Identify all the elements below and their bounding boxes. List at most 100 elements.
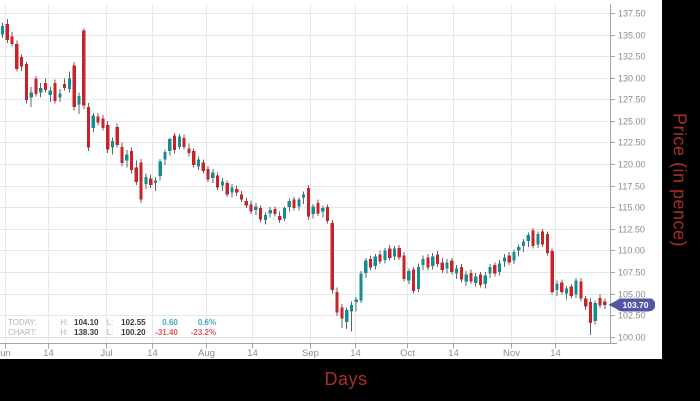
candle-body bbox=[464, 274, 468, 282]
candle-body bbox=[541, 231, 545, 245]
candle-body bbox=[282, 208, 287, 219]
candle-body bbox=[67, 78, 72, 89]
y-tick-label: 125.00 bbox=[618, 117, 646, 127]
candle-body bbox=[545, 233, 550, 253]
candle-body bbox=[349, 304, 354, 312]
candlestick-chart: 137.50 135.00 132.50 130.00 127.50 125.00 122.… bbox=[0, 4, 655, 359]
y-tick-label: 117.50 bbox=[618, 182, 645, 192]
y-tick-label: 122.50 bbox=[618, 138, 646, 148]
candle-body bbox=[584, 298, 588, 307]
candle-body bbox=[330, 222, 334, 291]
candle-body bbox=[211, 172, 215, 178]
candle-body bbox=[278, 215, 282, 221]
candle-body bbox=[526, 234, 530, 241]
candle-body bbox=[354, 299, 358, 303]
candle-body bbox=[402, 255, 406, 279]
candle-body bbox=[192, 151, 196, 165]
candle-body bbox=[96, 116, 100, 123]
candle-body bbox=[10, 36, 14, 45]
candle-body bbox=[316, 202, 320, 214]
x-tick-label: Jul bbox=[100, 348, 112, 359]
candle-body bbox=[455, 268, 459, 274]
candle-body bbox=[58, 93, 62, 98]
candle-body bbox=[110, 140, 115, 148]
candle-body bbox=[378, 254, 382, 262]
candle-body bbox=[440, 262, 444, 271]
last-price-arrow-icon bbox=[608, 299, 618, 310]
x-tick-label: Oct bbox=[400, 348, 415, 359]
x-axis-title: Days bbox=[324, 369, 368, 389]
y-tick-label: 102.50 bbox=[618, 311, 646, 321]
candle-body bbox=[593, 303, 597, 322]
today-change-value: 0.60 bbox=[162, 318, 178, 327]
candle-body bbox=[149, 178, 153, 185]
candle-body bbox=[39, 88, 43, 93]
high-label: H: bbox=[60, 327, 69, 337]
y-tick-label: 110.00 bbox=[618, 246, 645, 256]
chart-high-value: 138.30 bbox=[74, 327, 99, 337]
candle-body bbox=[383, 250, 387, 260]
y-tick-label: 105.00 bbox=[618, 290, 646, 300]
legend-row-label: TODAY: bbox=[8, 318, 37, 327]
candle-body bbox=[134, 167, 138, 183]
candle-body bbox=[488, 266, 492, 274]
candle-body bbox=[603, 301, 607, 305]
candle-body bbox=[569, 286, 573, 297]
candle-body bbox=[5, 24, 9, 40]
candle-body bbox=[125, 154, 129, 161]
y-tick-label: 135.00 bbox=[618, 31, 646, 41]
candle-body bbox=[521, 241, 526, 247]
candle-body bbox=[86, 107, 91, 148]
x-tick-label: 14 bbox=[43, 348, 54, 359]
candle-body bbox=[77, 95, 81, 105]
candle-body bbox=[450, 260, 454, 272]
candle-body bbox=[239, 194, 244, 200]
x-tick-label: Aug bbox=[198, 348, 215, 359]
low-label: L: bbox=[106, 327, 114, 337]
candle-body bbox=[158, 161, 162, 177]
candle-body bbox=[345, 309, 349, 323]
candle-body bbox=[564, 288, 569, 294]
y-tick-label: 100.00 bbox=[618, 333, 646, 343]
candle-body bbox=[407, 271, 411, 281]
candle-body bbox=[588, 302, 593, 323]
candle-body bbox=[517, 246, 521, 251]
chart-change-value: -31.40 bbox=[155, 327, 178, 337]
candle-body bbox=[321, 208, 325, 212]
y-tick-label: 107.50 bbox=[618, 268, 646, 278]
y-tick-label: 137.50 bbox=[618, 9, 646, 19]
x-tick-label: 14 bbox=[247, 348, 258, 359]
candle-body bbox=[416, 266, 420, 290]
candle-body bbox=[144, 177, 148, 184]
x-tick-label: 14 bbox=[147, 348, 158, 359]
candle-body bbox=[474, 276, 478, 284]
y-tick-label: 112.50 bbox=[618, 225, 645, 235]
candle-body bbox=[29, 92, 33, 98]
chart-change-percent: -23.2% bbox=[190, 327, 217, 337]
candle-body bbox=[368, 259, 373, 268]
candle-body bbox=[459, 266, 463, 280]
candle-body bbox=[297, 199, 301, 207]
candle-body bbox=[426, 257, 430, 268]
candle-body bbox=[15, 44, 19, 70]
candle-body bbox=[311, 206, 315, 215]
candle-body bbox=[168, 139, 172, 152]
candle-body bbox=[254, 206, 258, 210]
today-high-value: 104.10 bbox=[74, 318, 99, 327]
x-tick-label: Sep bbox=[302, 348, 319, 359]
today-change-percent: 0.6% bbox=[197, 318, 217, 327]
candle-body bbox=[24, 63, 28, 101]
candle-body bbox=[249, 204, 253, 212]
candle-body bbox=[411, 269, 416, 291]
candle-body bbox=[235, 189, 239, 193]
candle-body bbox=[225, 183, 229, 195]
candle-body bbox=[397, 247, 401, 258]
candle-body bbox=[421, 259, 425, 266]
candle-body bbox=[340, 307, 344, 319]
candle-body bbox=[177, 136, 181, 147]
candle-body bbox=[531, 230, 535, 247]
candle-body bbox=[325, 207, 330, 222]
candle-body bbox=[72, 65, 76, 108]
candle-body bbox=[431, 256, 435, 266]
candle-body bbox=[302, 194, 306, 198]
